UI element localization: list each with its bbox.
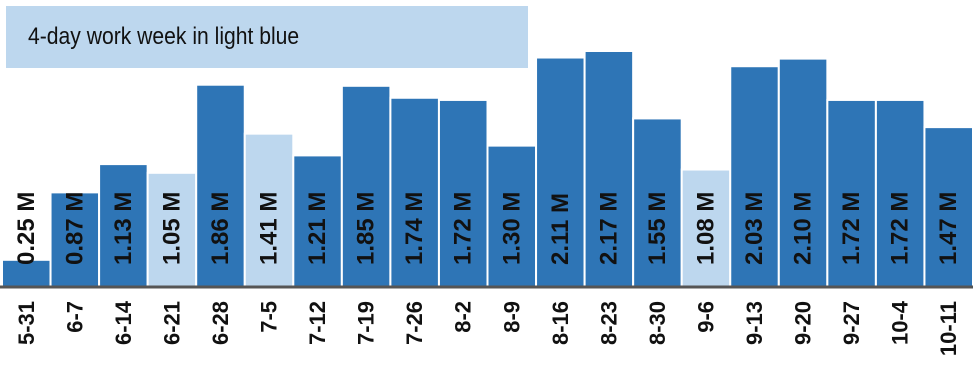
x-tick-label-7-5: 7-5 [257, 301, 282, 333]
bar-10-11 [923, 126, 973, 289]
data-label-8-23: 2.17 M [595, 192, 622, 265]
data-label-9-6: 1.08 M [692, 192, 719, 265]
data-label-8-30: 1.55 M [644, 192, 671, 265]
x-tick-label-9-27: 9-27 [839, 301, 864, 345]
x-tick-label-6-14: 6-14 [111, 300, 136, 345]
x-tick-label-9-6: 9-6 [693, 301, 718, 333]
data-label-6-14: 1.13 M [110, 192, 137, 265]
legend-text: 4-day work week in light blue [28, 23, 300, 50]
x-tick-label-7-19: 7-19 [354, 301, 379, 345]
bar-9-13 [729, 65, 780, 289]
x-tick-label-9-20: 9-20 [791, 301, 816, 345]
bar-8-30 [632, 117, 683, 288]
x-tick-label-5-31: 5-31 [14, 301, 39, 345]
bar-7-5 [243, 132, 295, 288]
bar-10-4 [874, 98, 926, 288]
x-tick-label-8-2: 8-2 [451, 301, 476, 333]
data-label-6-21: 1.05 M [158, 192, 185, 265]
data-label-6-28: 1.86 M [207, 192, 234, 265]
legend-box: 4-day work week in light blue [6, 6, 528, 68]
data-label-10-4: 1.72 M [887, 192, 914, 265]
x-tick-label-8-16: 8-16 [548, 301, 573, 345]
x-tick-label-6-21: 6-21 [159, 301, 184, 345]
x-tick-label-10-4: 10-4 [888, 300, 913, 345]
data-label-9-13: 2.03 M [741, 192, 768, 265]
data-label-8-16: 2.11 M [547, 193, 574, 265]
bar-9-20 [777, 57, 829, 289]
data-label-7-12: 1.21 M [304, 192, 331, 265]
bar-8-16 [535, 56, 586, 288]
data-label-7-19: 1.85 M [353, 192, 380, 265]
data-label-7-5: 1.41 M [256, 192, 283, 265]
data-label-5-31: 0.25 M [13, 192, 40, 265]
x-tick-label-6-7: 6-7 [62, 301, 87, 333]
data-label-6-7: 0.87 M [61, 192, 88, 265]
x-tick-label-9-13: 9-13 [742, 301, 767, 345]
x-tick-label-8-30: 8-30 [645, 301, 670, 345]
x-tick-label-7-26: 7-26 [402, 301, 427, 345]
bar-8-2 [437, 98, 489, 288]
bars-group [1, 50, 973, 289]
data-label-8-2: 1.72 M [450, 192, 477, 265]
bar-7-19 [340, 84, 392, 288]
data-label-9-20: 2.10 M [790, 192, 817, 265]
x-tick-label-6-28: 6-28 [208, 301, 233, 345]
bar-9-27 [826, 98, 877, 288]
data-label-7-26: 1.74 M [401, 192, 428, 265]
x-tick-label-7-12: 7-12 [305, 301, 330, 345]
x-tick-label-10-11: 10-11 [936, 301, 961, 356]
data-label-9-27: 1.72 M [838, 192, 865, 265]
bar-6-7 [49, 191, 101, 288]
x-tick-label-8-23: 8-23 [596, 301, 621, 345]
data-label-10-11: 1.47 M [935, 192, 962, 265]
data-label-8-9: 1.30 M [498, 192, 525, 265]
x-tick-labels-group: 5-31 6-7 6-14 6-21 6-28 7-5 7-12 7-19 7-26 8-2 8-9… [14, 300, 961, 356]
data-labels-group: 0.25 M 0.87 M 1.13 M 1.05 M 1.86 M 1.41 M 1.21… [13, 192, 962, 265]
x-tick-label-8-9: 8-9 [499, 301, 524, 333]
